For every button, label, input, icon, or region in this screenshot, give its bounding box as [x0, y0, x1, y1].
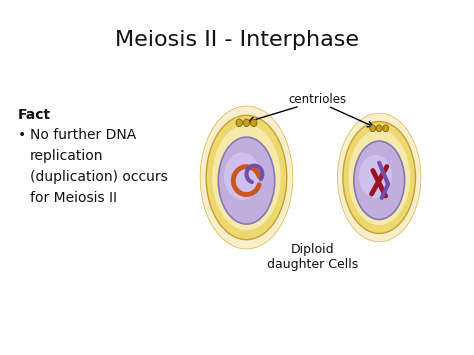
Text: for Meiosis II: for Meiosis II — [30, 191, 117, 205]
Ellipse shape — [383, 125, 389, 132]
Ellipse shape — [348, 130, 410, 225]
Text: Fact: Fact — [18, 108, 51, 122]
Ellipse shape — [200, 106, 293, 249]
Text: (duplication) occurs: (duplication) occurs — [30, 170, 168, 184]
Text: •: • — [18, 128, 26, 142]
Text: Diploid
daughter Cells: Diploid daughter Cells — [267, 243, 358, 271]
Ellipse shape — [370, 125, 375, 132]
Ellipse shape — [354, 141, 405, 219]
Ellipse shape — [243, 119, 250, 126]
Text: :: : — [43, 108, 47, 122]
Ellipse shape — [224, 152, 261, 200]
Text: No further DNA: No further DNA — [30, 128, 136, 142]
Text: replication: replication — [30, 149, 103, 163]
Ellipse shape — [359, 155, 392, 198]
Text: Meiosis II - Interphase: Meiosis II - Interphase — [115, 30, 359, 50]
Text: centrioles: centrioles — [289, 93, 347, 106]
Ellipse shape — [343, 121, 415, 234]
Ellipse shape — [212, 125, 281, 230]
Ellipse shape — [206, 115, 287, 240]
Ellipse shape — [218, 137, 274, 224]
Ellipse shape — [376, 125, 382, 132]
Ellipse shape — [337, 113, 421, 242]
Ellipse shape — [236, 119, 242, 126]
Ellipse shape — [250, 119, 257, 126]
